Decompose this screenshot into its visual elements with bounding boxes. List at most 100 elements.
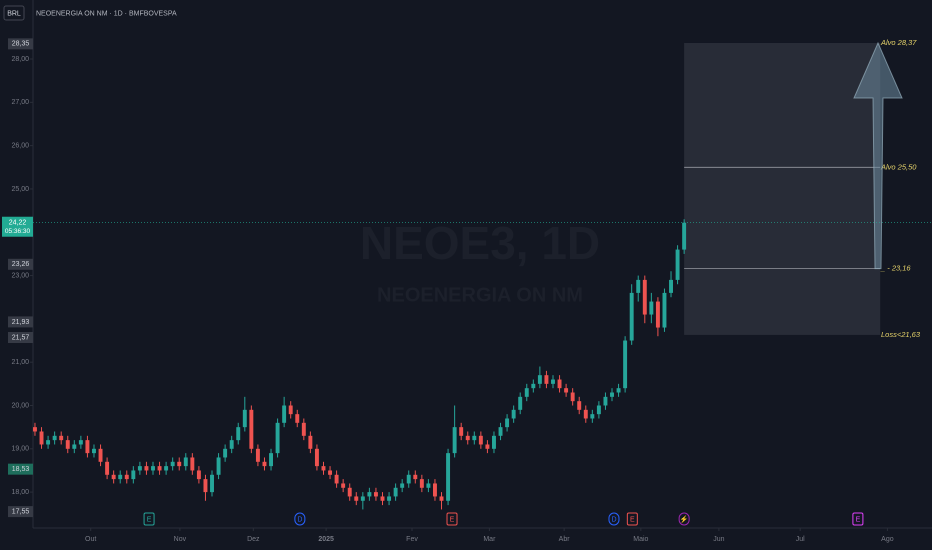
price-badge-label: 18,53 [12, 466, 30, 473]
candle-body [229, 440, 234, 449]
price-badge [8, 38, 33, 50]
event-label: ⚡ [680, 514, 689, 523]
candle-body [203, 479, 208, 493]
candle-body [118, 474, 123, 480]
event-marker [608, 512, 620, 526]
candle-body [400, 483, 405, 488]
candle-body [236, 427, 241, 441]
candle-body [446, 453, 451, 501]
y-tick-label: 23,00 [11, 272, 29, 279]
candle-body [537, 375, 542, 384]
currency-box[interactable] [3, 5, 25, 21]
candle-body [137, 466, 142, 471]
annotation: Loss<21,63 [881, 330, 921, 339]
candle-body [177, 461, 182, 467]
price-badge-label: 21,93 [12, 319, 30, 326]
candle-body [249, 409, 254, 449]
candle-body [269, 453, 273, 467]
candle-body [662, 292, 667, 328]
x-tick-label: Jul [796, 536, 805, 543]
candle-body [603, 396, 608, 406]
candle-body [308, 435, 313, 449]
last-price-badge [2, 216, 33, 237]
price-badge [8, 463, 33, 475]
candle-body [393, 487, 398, 497]
annotation: _ - 23,16 [880, 264, 911, 273]
candle-body [642, 279, 647, 315]
candle-body [511, 409, 516, 419]
candle-body [590, 414, 595, 419]
candle-body [636, 279, 641, 293]
candle-body [111, 474, 116, 480]
candle-body [544, 375, 549, 384]
candle-body [46, 440, 51, 445]
candle-body [92, 448, 96, 454]
y-tick-label: 21,00 [11, 359, 29, 366]
candle-body [492, 435, 496, 449]
candle-body [623, 340, 628, 389]
x-tick-label: Maio [633, 536, 648, 543]
candle-body [373, 492, 378, 497]
candle-body [275, 422, 280, 454]
x-tick-label: Mar [483, 536, 496, 543]
candle-body [314, 448, 319, 467]
x-tick-label: Fev [406, 536, 418, 543]
y-tick-label: 25,00 [11, 186, 29, 193]
candle-body [59, 435, 64, 441]
candle-body [367, 492, 372, 497]
candle-body [655, 301, 660, 328]
candle-body [413, 474, 418, 480]
event-label: D [297, 516, 302, 523]
event-marker [143, 512, 155, 526]
candle-body [557, 379, 562, 389]
currency[interactable]: BRL [7, 10, 21, 17]
candle-body [131, 470, 136, 480]
y-tick-label: 20,00 [11, 402, 29, 409]
candle-body [669, 279, 673, 293]
candle-body [321, 466, 326, 471]
last-price-label: 24,22 [9, 220, 27, 227]
candle-body [439, 496, 444, 501]
watermark-name: NEOENERGIA ON NM [377, 284, 583, 306]
candle-body [505, 418, 510, 428]
candle-body [426, 483, 431, 488]
x-tick-label: 2025 [318, 536, 334, 543]
candle-body [465, 435, 470, 441]
price-badge [8, 316, 33, 328]
candle-body [675, 249, 680, 280]
candle-body [406, 474, 411, 484]
y-tick-label: 26,00 [11, 142, 29, 149]
candle-body [33, 427, 37, 432]
candle-body [570, 392, 575, 402]
candle-body [105, 461, 110, 475]
candle-body [682, 222, 687, 250]
y-tick-label: 19,00 [11, 446, 29, 453]
candle-body [452, 427, 457, 454]
event-label: E [450, 516, 455, 523]
target-arrow [853, 41, 903, 270]
candle-body [649, 301, 654, 315]
price-badge [8, 506, 33, 518]
candle-body [387, 496, 392, 501]
candle-body [183, 457, 188, 467]
event-marker [294, 512, 306, 526]
candle-body [459, 427, 464, 436]
candle-body [564, 388, 569, 393]
candle-body [85, 440, 90, 454]
y-tick-label: 27,00 [11, 99, 29, 106]
event-marker [446, 512, 458, 526]
candle-body [295, 414, 300, 423]
target-box [684, 42, 881, 335]
candle-body [151, 466, 155, 471]
x-tick-label: Jun [713, 536, 724, 543]
candle-body [380, 496, 385, 501]
annotation: Alvo 25,50 [880, 162, 917, 171]
candle-body [282, 405, 287, 423]
candle-body [577, 401, 582, 410]
event-marker [852, 512, 864, 526]
candle-body [551, 379, 555, 384]
event-label: D [611, 516, 616, 523]
candle-body [347, 487, 352, 497]
candle-body [262, 461, 267, 467]
